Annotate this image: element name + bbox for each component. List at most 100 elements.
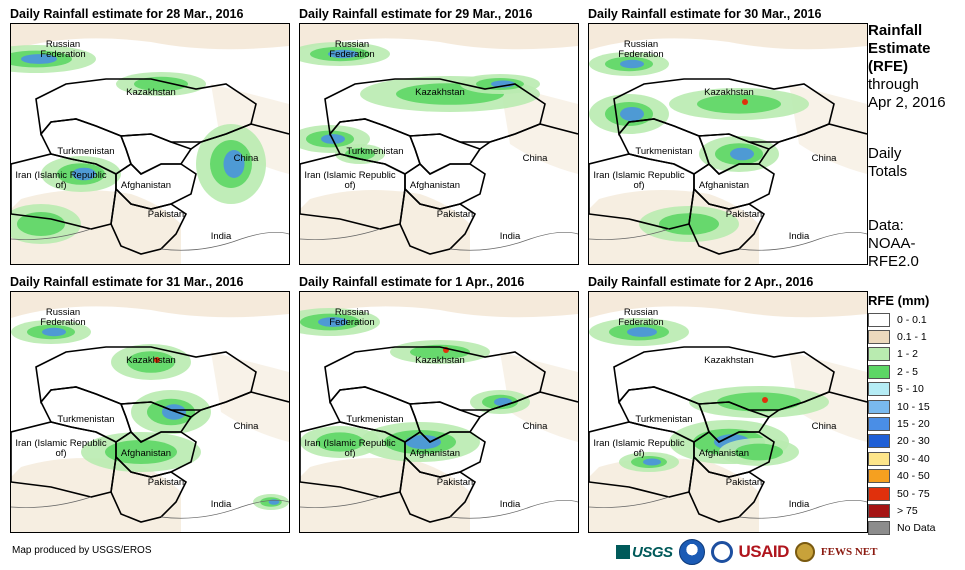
legend-swatch [868,521,890,536]
legend-swatch [868,451,890,466]
legend-swatch [868,399,890,414]
legend-item: 50 - 75 [868,485,963,502]
legend-swatch [868,486,890,501]
country-label-kazakhstan: Kazakhstan [126,355,176,366]
legend-swatch [868,382,890,397]
legend-swatch [868,364,890,379]
legend-swatch [868,330,890,345]
country-label-india: India [499,231,521,242]
side-line: through [868,76,919,93]
legend-item: 0 - 0.1 [868,311,963,328]
legend-label: 5 - 10 [897,383,924,396]
country-label-iran: Iran (Islamic Republic of) [15,170,107,191]
side-line: Rainfall [868,22,923,39]
country-label-turkmenistan: Turkmenistan [635,146,693,157]
logo-strip: USGS USAID FEWS NET [616,539,877,565]
rainfall-map: Russian Federation Kazakhstan Turkmenistan… [299,291,579,533]
rainfall-map: Russian Federation Kazakhstan Turkmenistan… [299,23,579,265]
country-label-russia: Russian Federation [40,307,86,328]
legend-item: 15 - 20 [868,415,963,432]
legend-item: 20 - 30 [868,433,963,450]
legend-swatch [868,347,890,362]
side-line: Apr 2, 2016 [868,94,946,111]
credit-text: Map produced by USGS/EROS [12,545,152,556]
legend-label: 30 - 40 [897,452,930,465]
country-label-china: China [811,421,837,432]
legend-label: 50 - 75 [897,487,930,500]
country-label-india: India [210,231,232,242]
usgs-logo: USGS [616,544,673,561]
legend-swatch [868,417,890,432]
legend-item: 1 - 2 [868,346,963,363]
fews-net-logo: FEWS NET [820,546,878,558]
country-label-afghanistan: Afghanistan [120,180,172,191]
country-label-russia: Russian Federation [618,307,664,328]
map-graphic [11,24,289,264]
rfe-heading: Rainfall Estimate (RFE) through Apr 2, 2… [868,22,946,112]
country-label-china: China [233,153,259,164]
country-label-china: China [811,153,837,164]
legend-item: > 75 [868,502,963,519]
data-source-note: Data: NOAA- RFE2.0 [868,217,919,271]
country-label-russia: Russian Federation [40,39,86,60]
legend-item: 0.1 - 1 [868,328,963,345]
legend-item: No Data [868,520,963,537]
panel-title: Daily Rainfall estimate for 31 Mar., 201… [10,275,244,289]
panel-title: Daily Rainfall estimate for 2 Apr., 2016 [588,275,814,289]
country-label-pakistan: Pakistan [436,209,474,220]
legend-label: 20 - 30 [897,435,930,448]
usgs-logo-text: USGS [632,543,673,561]
country-label-russia: Russian Federation [329,39,375,60]
panel-title: Daily Rainfall estimate for 1 Apr., 2016 [299,275,525,289]
country-label-afghanistan: Afghanistan [698,448,750,459]
legend-item: 40 - 50 [868,468,963,485]
usaid-seal-icon [710,541,733,563]
legend-label: No Data [897,522,936,535]
country-label-pakistan: Pakistan [147,477,185,488]
country-label-afghanistan: Afghanistan [409,180,461,191]
legend-label: > 75 [897,504,918,517]
daily-totals-note: Daily Totals [868,145,907,181]
map-graphic [300,24,578,264]
country-label-india: India [499,499,521,510]
country-label-india: India [788,499,810,510]
country-label-iran: Iran (Islamic Republic of) [593,438,685,459]
country-label-russia: Russian Federation [329,307,375,328]
legend-item: 10 - 15 [868,398,963,415]
legend-swatch [868,434,890,449]
country-label-pakistan: Pakistan [147,209,185,220]
panel-title: Daily Rainfall estimate for 28 Mar., 201… [10,7,244,21]
legend-label: 15 - 20 [897,418,930,431]
country-label-pakistan: Pakistan [725,477,763,488]
country-label-iran: Iran (Islamic Republic of) [15,438,107,459]
legend-item: 5 - 10 [868,381,963,398]
country-label-china: China [522,153,548,164]
fews-seal-icon [794,542,815,562]
country-label-turkmenistan: Turkmenistan [635,414,693,425]
rainfall-map: Russian Federation Kazakhstan Turkmenistan… [588,23,868,265]
country-label-russia: Russian Federation [618,39,664,60]
legend-swatch [868,503,890,518]
country-label-iran: Iran (Islamic Republic of) [593,170,685,191]
country-label-china: China [233,421,259,432]
country-label-afghanistan: Afghanistan [120,448,172,459]
country-label-afghanistan: Afghanistan [409,448,461,459]
rainfall-map: Russian Federation Kazakhstan Turkmenistan… [10,23,290,265]
country-label-iran: Iran (Islamic Republic of) [304,170,396,191]
side-line: (RFE) [868,58,908,75]
country-label-afghanistan: Afghanistan [698,180,750,191]
legend-label: 0.1 - 1 [897,331,927,344]
country-label-turkmenistan: Turkmenistan [57,414,115,425]
side-line: Daily [868,145,902,162]
legend-item: 30 - 40 [868,450,963,467]
country-label-india: India [788,231,810,242]
side-line: Estimate [868,40,931,57]
panel-title: Daily Rainfall estimate for 29 Mar., 201… [299,7,533,21]
country-label-pakistan: Pakistan [436,477,474,488]
rainfall-map: Russian Federation Kazakhstan Turkmenistan… [588,291,868,533]
map-graphic [300,292,578,532]
country-label-turkmenistan: Turkmenistan [57,146,115,157]
country-label-kazakhstan: Kazakhstan [126,87,176,98]
rainfall-map: Russian Federation Kazakhstan Turkmenistan… [10,291,290,533]
side-line: Totals [868,163,908,180]
